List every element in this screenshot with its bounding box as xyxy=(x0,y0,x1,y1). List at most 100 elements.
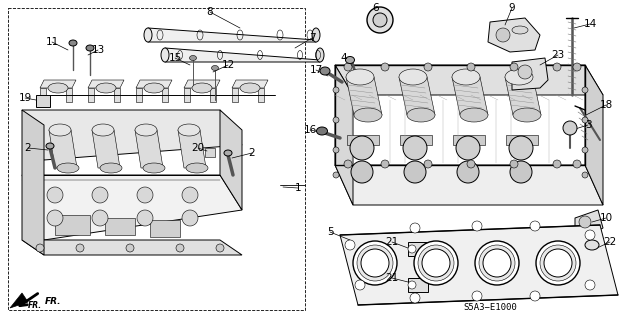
Polygon shape xyxy=(66,88,72,102)
Text: 16: 16 xyxy=(303,125,317,135)
Ellipse shape xyxy=(345,240,355,250)
Ellipse shape xyxy=(410,223,420,233)
Ellipse shape xyxy=(48,83,68,93)
Ellipse shape xyxy=(579,216,591,228)
Ellipse shape xyxy=(350,136,374,160)
Ellipse shape xyxy=(510,161,532,183)
Ellipse shape xyxy=(176,244,184,252)
Ellipse shape xyxy=(333,172,339,178)
Ellipse shape xyxy=(483,249,511,277)
Text: 3: 3 xyxy=(585,120,591,130)
Ellipse shape xyxy=(530,221,540,231)
Ellipse shape xyxy=(414,241,458,285)
Bar xyxy=(105,218,135,235)
Ellipse shape xyxy=(472,291,482,301)
Text: 2: 2 xyxy=(249,148,255,158)
Ellipse shape xyxy=(355,280,365,290)
Ellipse shape xyxy=(144,83,164,93)
Ellipse shape xyxy=(357,245,393,281)
Ellipse shape xyxy=(46,143,54,149)
Ellipse shape xyxy=(582,172,588,178)
Polygon shape xyxy=(92,130,120,168)
Ellipse shape xyxy=(399,69,427,85)
Text: 21: 21 xyxy=(385,273,399,283)
Ellipse shape xyxy=(143,163,165,173)
Text: 22: 22 xyxy=(604,237,616,247)
Ellipse shape xyxy=(216,244,224,252)
Ellipse shape xyxy=(144,28,152,42)
Ellipse shape xyxy=(126,244,134,252)
Bar xyxy=(55,215,90,235)
Polygon shape xyxy=(258,88,264,102)
Ellipse shape xyxy=(96,83,116,93)
Ellipse shape xyxy=(510,63,518,71)
Ellipse shape xyxy=(585,230,595,240)
Ellipse shape xyxy=(186,163,208,173)
Polygon shape xyxy=(49,130,77,168)
Ellipse shape xyxy=(161,48,169,62)
Ellipse shape xyxy=(381,63,389,71)
Polygon shape xyxy=(22,110,242,160)
Ellipse shape xyxy=(47,210,63,226)
Text: 7: 7 xyxy=(308,33,316,43)
Ellipse shape xyxy=(424,63,432,71)
Ellipse shape xyxy=(178,124,200,136)
Text: 10: 10 xyxy=(600,213,612,223)
Ellipse shape xyxy=(92,187,108,203)
Ellipse shape xyxy=(475,241,519,285)
Polygon shape xyxy=(232,80,268,88)
Ellipse shape xyxy=(563,121,577,135)
Text: 18: 18 xyxy=(600,100,612,110)
Polygon shape xyxy=(114,88,120,102)
Ellipse shape xyxy=(424,160,432,168)
Polygon shape xyxy=(162,88,168,102)
Ellipse shape xyxy=(452,69,480,85)
Polygon shape xyxy=(512,58,548,90)
Polygon shape xyxy=(335,65,353,205)
Ellipse shape xyxy=(540,245,576,281)
Text: 5: 5 xyxy=(326,227,333,237)
Ellipse shape xyxy=(333,87,339,93)
Ellipse shape xyxy=(86,45,94,51)
Ellipse shape xyxy=(518,65,532,79)
Ellipse shape xyxy=(49,124,71,136)
Ellipse shape xyxy=(316,48,324,62)
Polygon shape xyxy=(335,165,603,205)
Bar xyxy=(36,95,50,107)
Polygon shape xyxy=(452,77,488,115)
Ellipse shape xyxy=(408,245,416,253)
Ellipse shape xyxy=(333,117,339,123)
Text: 11: 11 xyxy=(45,37,59,47)
Text: 14: 14 xyxy=(584,19,596,29)
Ellipse shape xyxy=(479,245,515,281)
Ellipse shape xyxy=(582,147,588,153)
Ellipse shape xyxy=(460,108,488,122)
Ellipse shape xyxy=(510,160,518,168)
Ellipse shape xyxy=(408,281,416,289)
Ellipse shape xyxy=(182,210,198,226)
Ellipse shape xyxy=(585,240,599,250)
Ellipse shape xyxy=(467,160,475,168)
Ellipse shape xyxy=(100,163,122,173)
Ellipse shape xyxy=(182,187,198,203)
Ellipse shape xyxy=(544,249,572,277)
Ellipse shape xyxy=(92,210,108,226)
Ellipse shape xyxy=(333,147,339,153)
Ellipse shape xyxy=(467,63,475,71)
Ellipse shape xyxy=(573,63,581,71)
Ellipse shape xyxy=(367,7,393,33)
Ellipse shape xyxy=(240,83,260,93)
Ellipse shape xyxy=(582,87,588,93)
Bar xyxy=(150,220,180,237)
Ellipse shape xyxy=(192,83,212,93)
Ellipse shape xyxy=(422,249,450,277)
Ellipse shape xyxy=(407,108,435,122)
Polygon shape xyxy=(585,65,603,205)
Ellipse shape xyxy=(585,280,595,290)
Polygon shape xyxy=(488,18,540,52)
Bar xyxy=(453,135,485,145)
Ellipse shape xyxy=(457,161,479,183)
Text: 12: 12 xyxy=(221,60,235,70)
Ellipse shape xyxy=(320,67,330,75)
Ellipse shape xyxy=(536,241,580,285)
